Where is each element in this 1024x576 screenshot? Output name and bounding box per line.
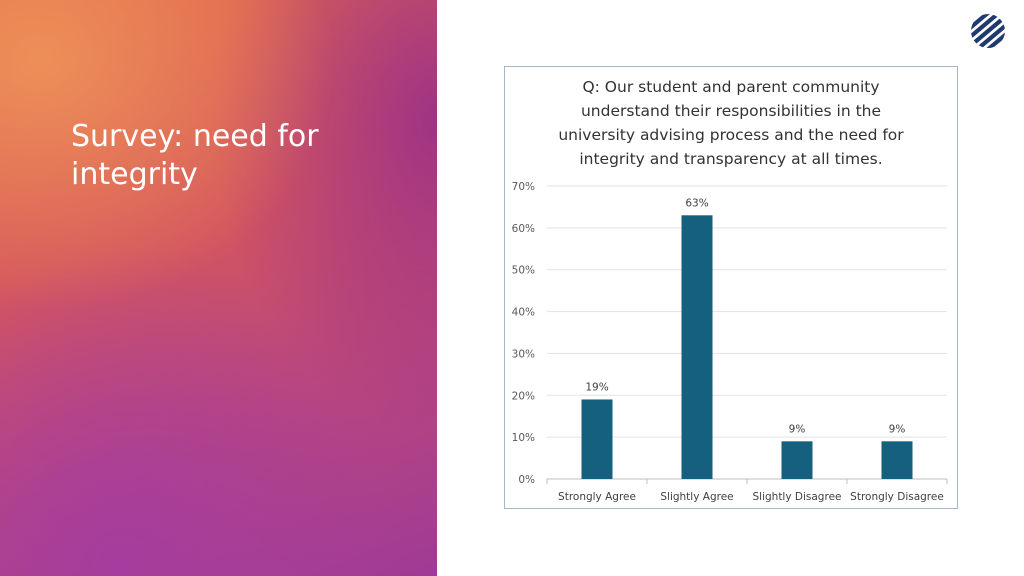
data-label: 9% [789,423,806,435]
x-category-label: Strongly Disagree [850,491,944,503]
bar [581,399,613,479]
x-category-label: Slightly Disagree [753,491,842,503]
slide-title: Survey: need for integrity [71,119,319,192]
y-tick-label: 50% [512,265,535,277]
chart-title-line: Q: Our student and parent community [582,78,880,96]
logo-stripe [971,14,1005,40]
title-background-panel [0,0,437,576]
chart-title: Q: Our student and parent community unde… [505,75,957,171]
x-category-label: Strongly Agree [558,491,636,503]
logo-stripe [974,19,1005,48]
chart-title-line: understand their responsibilities in the [580,102,882,120]
x-category-label: Slightly Agree [660,491,733,503]
y-tick-label: 30% [512,348,535,360]
y-tick-label: 40% [512,307,535,319]
data-label: 63% [685,197,708,209]
y-tick-label: 60% [512,223,535,235]
y-tick-label: 70% [512,181,535,193]
striped-circle-logo-icon [971,14,1005,48]
y-tick-label: 0% [518,474,535,486]
bar [781,441,813,479]
data-label: 9% [889,423,906,435]
data-label: 19% [585,381,608,393]
y-tick-label: 10% [512,432,535,444]
bar-chart-plot: 0% 10% 20% 30% 40% 50% 60% 70% 19% Strongly Agree… [512,181,948,503]
logo-stripe [971,14,1005,46]
bar [681,215,713,480]
chart-title-line: university advising process and the need… [558,126,904,144]
chart-container: Q: Our student and parent community unde… [504,66,958,509]
bar [881,441,913,479]
chart-title-line: integrity and transparency at all times. [579,150,883,168]
logo-stripe [971,14,1005,48]
y-tick-label: 20% [512,390,535,402]
